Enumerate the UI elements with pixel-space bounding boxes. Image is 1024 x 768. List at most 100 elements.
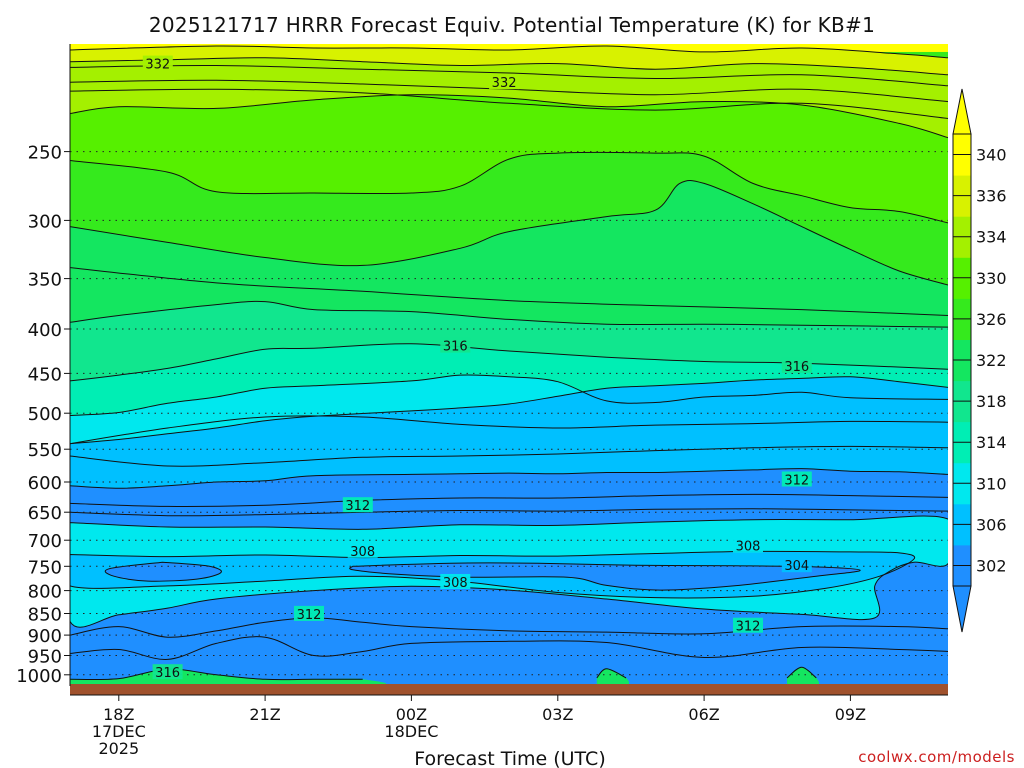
colorbar: 340 336 334 330 326 322 318 314 310 306 302 — [952, 88, 1007, 633]
contour-label-text-1: 332 — [492, 76, 517, 91]
contour-line-extra-3 — [70, 267, 948, 316]
fill-warm-1000-c — [787, 667, 820, 686]
credit-text: coolwx.com/models — [858, 748, 1015, 766]
y-tick-label-300: 300 — [28, 211, 62, 232]
contour-label-text-3: 316 — [784, 360, 809, 375]
contour-label-text-2: 316 — [443, 340, 468, 355]
x-tick-label-03Z: 03Z — [542, 705, 573, 724]
contour-label-text-8: 308 — [443, 576, 468, 591]
contour-line-314 — [70, 343, 948, 382]
y-tick-label-650: 650 — [28, 503, 62, 524]
contour-label-text-7: 308 — [736, 540, 761, 555]
fill-cold-core-302-a — [105, 562, 222, 582]
contour-label-layer: 332 332 316 316 312 312 308 308 308 304 312 312 316 — [142, 55, 812, 681]
x-tick-sublabel-18Z-0: 17DEC — [92, 722, 146, 741]
x-tick-label-21Z: 21Z — [249, 705, 280, 724]
y-tick-label-500: 500 — [28, 404, 62, 425]
y-tick-label-600: 600 — [28, 473, 62, 494]
contour-layer — [70, 45, 948, 681]
surface-band — [70, 684, 948, 695]
x-tick-label-18Z: 18Z — [103, 705, 134, 724]
contour-label-11: 312 — [733, 617, 763, 635]
contour-label-7: 308 — [733, 537, 763, 555]
y-axis: 2503003504004505005506006507007508008509… — [16, 44, 71, 687]
contour-label-2: 316 — [440, 337, 471, 355]
y-tick-label-350: 350 — [28, 270, 62, 291]
chart-title: 2025121717 HRRR Forecast Equiv. Potentia… — [149, 13, 875, 37]
colorbar-label-310: 310 — [976, 474, 1007, 493]
colorbar-label-314: 314 — [976, 433, 1007, 452]
contour-label-4: 312 — [342, 497, 373, 514]
contour-label-3: 316 — [781, 357, 812, 375]
y-tick-label-800: 800 — [28, 582, 62, 603]
contour-label-text-10: 312 — [297, 608, 322, 623]
y-tick-label-750: 750 — [28, 557, 62, 578]
x-tick-label-00Z: 00Z — [396, 705, 427, 724]
y-tick-label-450: 450 — [28, 364, 62, 385]
fill-warm-1000-b — [596, 668, 630, 686]
contour-warm-1000-b — [596, 668, 627, 679]
fill-layer — [70, 44, 948, 686]
contour-line-336 — [70, 45, 948, 59]
contour-label-10: 312 — [294, 605, 324, 623]
contour-line-extra-6 — [70, 493, 948, 507]
contour-line-extra-4 — [70, 415, 948, 445]
colorbar-label-340: 340 — [976, 146, 1007, 165]
fill-band-top — [70, 44, 948, 52]
colorbar-label-302: 302 — [976, 557, 1007, 576]
y-tick-label-400: 400 — [28, 320, 62, 341]
contour-line-extra-1 — [70, 79, 948, 103]
colorbar-bottom-arrow — [952, 585, 972, 633]
contour-cold-core-302-a — [104, 561, 222, 582]
colorbar-label-318: 318 — [976, 392, 1007, 411]
x-tick-sublabel-00Z-0: 18DEC — [384, 722, 438, 741]
contour-label-8: 308 — [440, 574, 471, 591]
y-tick-label-850: 850 — [28, 605, 62, 626]
contour-line-extra-0 — [70, 64, 948, 87]
contour-warm-1000-c — [786, 666, 817, 679]
contour-line-310 — [70, 374, 948, 416]
contour-label-9: 304 — [781, 557, 812, 574]
contour-line-extra-7 — [70, 508, 948, 517]
contour-label-text-9: 304 — [784, 559, 809, 574]
colorbar-top-arrow — [952, 88, 972, 135]
contour-label-text-12: 316 — [155, 666, 180, 681]
contour-label-5: 312 — [781, 471, 812, 489]
y-tick-label-900: 900 — [28, 626, 62, 647]
contour-cold-layer-310 — [70, 515, 948, 628]
contour-label-12: 316 — [152, 664, 183, 681]
contour-line-322 — [70, 179, 948, 286]
y-tick-label-950: 950 — [28, 647, 62, 668]
colorbar-label-326: 326 — [976, 310, 1007, 329]
contour-label-text-11: 312 — [736, 620, 761, 635]
contour-line-306 — [70, 376, 948, 445]
contour-label-0: 332 — [142, 55, 173, 73]
colorbar-label-322: 322 — [976, 351, 1007, 370]
y-tick-label-550: 550 — [28, 440, 62, 461]
contour-line-330 — [70, 94, 948, 139]
contour-line-extra-9 — [70, 636, 948, 660]
y-tick-label-700: 700 — [28, 531, 62, 552]
x-axis-label: Forecast Time (UTC) — [414, 748, 605, 768]
fill-warm-1000-a — [70, 669, 387, 686]
plot-area: 332 332 316 316 312 312 308 308 308 304 312 312 316 — [70, 44, 948, 695]
contour-label-text-5: 312 — [784, 474, 809, 489]
contour-label-text-6: 308 — [350, 545, 375, 560]
y-tick-label-250: 250 — [28, 143, 62, 164]
contour-label-text-0: 332 — [145, 58, 170, 73]
colorbar-label-330: 330 — [976, 269, 1007, 288]
contour-warm-1000-a — [70, 668, 363, 681]
x-tick-label-06Z: 06Z — [688, 705, 719, 724]
contour-label-text-4: 312 — [345, 499, 370, 514]
contour-label-1: 332 — [489, 74, 520, 91]
y-tick-label-1000: 1000 — [16, 666, 62, 687]
fill-cold-core-302-b — [349, 562, 861, 591]
colorbar-label-336: 336 — [976, 187, 1007, 206]
colorbar-label-306: 306 — [976, 515, 1007, 534]
contour-label-6: 308 — [347, 542, 378, 560]
x-tick-label-09Z: 09Z — [835, 705, 866, 724]
contour-line-334 — [70, 57, 948, 76]
contour-line-318 — [70, 300, 948, 328]
contour-line-extra-8 — [70, 617, 948, 638]
